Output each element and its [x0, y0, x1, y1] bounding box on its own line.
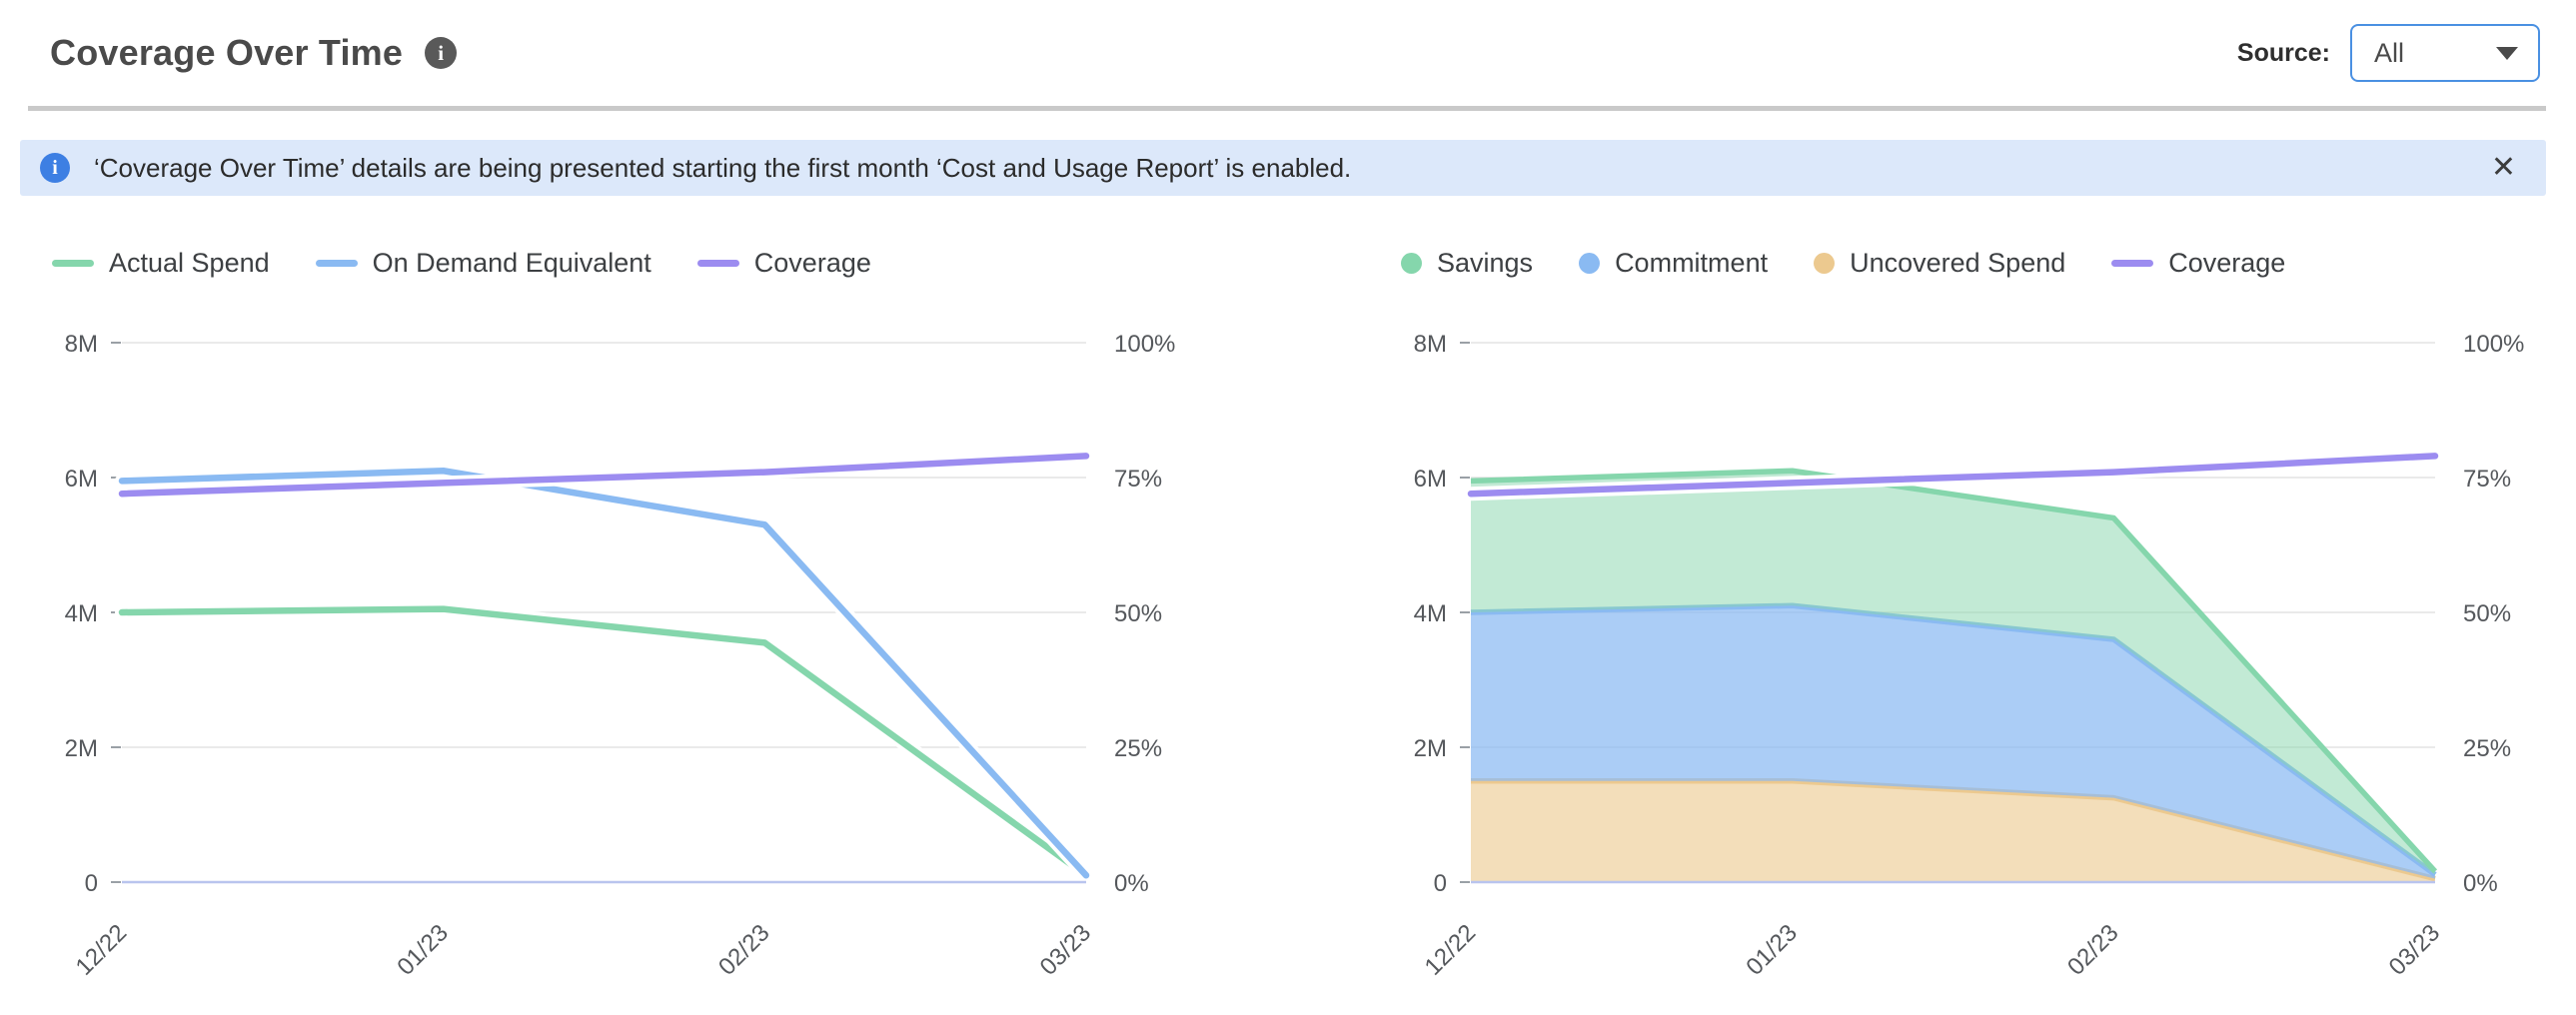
spend-line-chart: Actual Spend On Demand Equivalent Coverage… — [30, 232, 1229, 1011]
actual-spend-line-halo — [115, 601, 1093, 883]
money-axis-label: 4M — [1414, 600, 1447, 627]
percent-axis-label: 25% — [1114, 735, 1162, 762]
money-axis-label: 6M — [1414, 466, 1447, 493]
x-axis-label: 03/23 — [1035, 919, 1097, 981]
line-marker-icon — [52, 259, 94, 267]
on-demand-equivalent-line-halo — [115, 464, 1093, 883]
money-axis-label: 4M — [65, 600, 98, 627]
legend-label: Coverage — [753, 247, 871, 278]
banner-text: ‘Coverage Over Time’ details are being p… — [94, 152, 1352, 183]
circle-marker-icon — [1401, 252, 1422, 274]
legend-item-savings[interactable]: Savings — [1401, 248, 1533, 279]
coverage-line — [118, 453, 1090, 498]
uncovered-spend-area — [1471, 780, 2435, 882]
percent-axis-label: 50% — [1114, 600, 1162, 627]
coverage-area-chart-plot-area: 8M 100% 6M 75% 4M 50% 2M 25% 0 0% 12/22 01/23 02/23 0… — [1379, 296, 2576, 1011]
legend-label: Savings — [1437, 247, 1534, 278]
line-marker-icon — [315, 259, 358, 267]
page-title: Coverage Over Time — [50, 32, 404, 73]
x-axis-label: 12/22 — [1420, 919, 1482, 981]
money-axis-label: 8M — [1414, 331, 1447, 358]
legend-item-coverage[interactable]: Coverage — [696, 247, 871, 279]
money-axis-label: 6M — [65, 466, 98, 493]
savings-commitment-uncovered-plot[interactable]: 8M 100% 6M 75% 4M 50% 2M 25% 0 0% 12/22 01/23 02/23 0… — [1379, 296, 2576, 1011]
title-wrap: Coverage Over Time i — [50, 32, 458, 74]
legend-item-coverage[interactable]: Coverage — [2111, 248, 2285, 279]
legend-label: Commitment — [1615, 247, 1769, 278]
money-axis-label: 0 — [1434, 870, 1447, 897]
widget-header: Coverage Over Time i Source: All — [0, 0, 2576, 106]
circle-marker-icon — [1579, 252, 1601, 274]
savings-area-edge — [1470, 468, 2438, 874]
money-axis-label: 2M — [65, 735, 98, 762]
on-demand-equivalent-line — [118, 468, 1090, 879]
savings-area — [1471, 471, 2435, 875]
chevron-down-icon — [2496, 46, 2518, 60]
money-axis-label: 0 — [85, 870, 98, 897]
legend-label: Actual Spend — [109, 247, 270, 278]
x-axis-label: 03/23 — [2384, 919, 2446, 981]
percent-axis-label: 25% — [2463, 735, 2511, 762]
commitment-area — [1471, 605, 2435, 879]
source-select[interactable]: All — [2350, 24, 2540, 82]
percent-axis-label: 75% — [1114, 466, 1162, 493]
info-banner: i ‘Coverage Over Time’ details are being… — [20, 140, 2546, 196]
header-divider — [28, 106, 2546, 111]
percent-axis-label: 100% — [2463, 331, 2524, 358]
money-axis-label: 8M — [65, 331, 98, 358]
line-marker-icon — [2111, 259, 2154, 267]
source-filter: Source: All — [2237, 24, 2540, 82]
percent-axis-label: 0% — [1114, 870, 1149, 897]
circle-marker-icon — [1814, 252, 1836, 274]
x-axis-label: 02/23 — [2062, 919, 2124, 981]
legend-item-actual-spend[interactable]: Actual Spend — [52, 248, 270, 279]
x-axis-label: 12/22 — [71, 919, 133, 981]
coverage-area-chart: Savings Commitment Uncovered Spend Coverage… — [1379, 232, 2576, 1011]
close-icon[interactable]: ✕ — [2490, 151, 2516, 184]
spend-line-chart-legend: Actual Spend On Demand Equivalent Coverage — [52, 246, 1229, 280]
legend-item-commitment[interactable]: Commitment — [1579, 248, 1768, 279]
percent-axis-label: 75% — [2463, 466, 2511, 493]
percent-axis-label: 100% — [1114, 331, 1175, 358]
source-select-value: All — [2374, 37, 2405, 68]
coverage-line — [1467, 453, 2439, 498]
title-info-icon[interactable]: i — [425, 37, 458, 69]
legend-label: On Demand Equivalent — [372, 247, 651, 278]
actual-spend-line — [118, 605, 1090, 879]
x-axis-label: 02/23 — [713, 919, 775, 981]
percent-axis-label: 0% — [2463, 870, 2498, 897]
source-label: Source: — [2236, 38, 2330, 67]
legend-item-on-demand-equivalent[interactable]: On Demand Equivalent — [315, 247, 651, 279]
banner-info-icon: i — [40, 153, 70, 183]
line-marker-icon — [696, 259, 739, 267]
coverage-area-chart-legend: Savings Commitment Uncovered Spend Coverage — [1401, 246, 2576, 280]
x-axis-label: 01/23 — [1741, 919, 1803, 981]
money-axis-label: 2M — [1414, 735, 1447, 762]
legend-item-uncovered-spend[interactable]: Uncovered Spend — [1814, 248, 2065, 279]
spend-vs-on-demand-plot[interactable]: 8M 100% 6M 75% 4M 50% 2M 25% 0 0% 12/22 01/23 02/23 0… — [30, 296, 1229, 1011]
spend-line-chart-plot-area: 8M 100% 6M 75% 4M 50% 2M 25% 0 0% 12/22 01/23 02/23 0… — [30, 296, 1229, 1011]
percent-axis-label: 50% — [2463, 600, 2511, 627]
legend-label: Coverage — [2168, 247, 2286, 278]
legend-label: Uncovered Spend — [1850, 247, 2066, 278]
x-axis-label: 01/23 — [392, 919, 454, 981]
